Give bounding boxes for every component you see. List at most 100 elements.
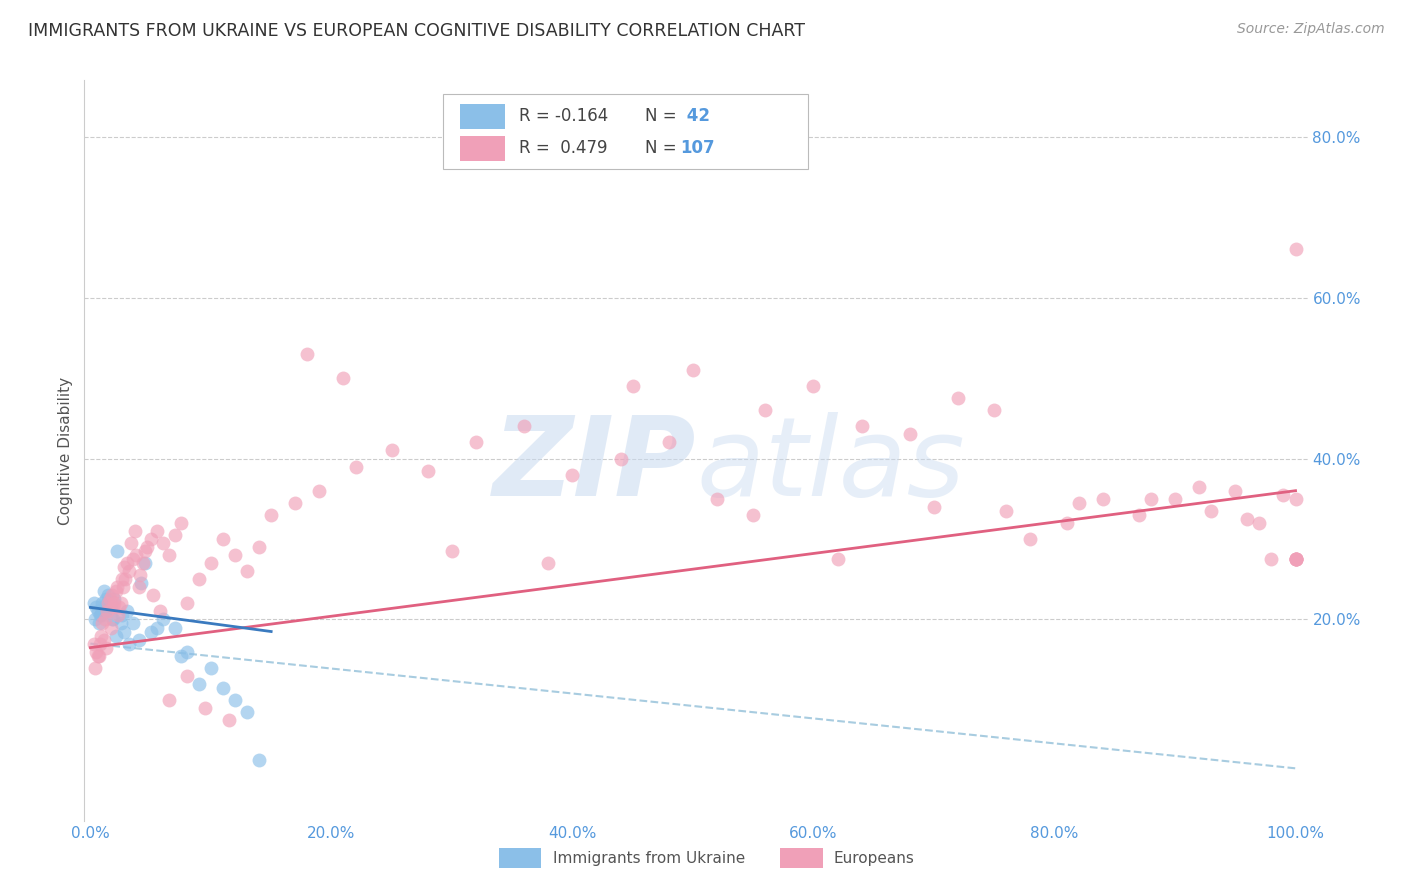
Point <box>1284 491 1306 506</box>
Point <box>176 669 198 683</box>
Point <box>87 616 110 631</box>
Point <box>115 556 138 570</box>
Point <box>754 403 776 417</box>
Point <box>1272 488 1295 502</box>
Point <box>170 648 193 663</box>
Point <box>86 600 108 615</box>
Point <box>104 584 127 599</box>
Point <box>537 556 560 570</box>
Point <box>93 632 115 647</box>
Point <box>89 637 111 651</box>
Point <box>105 580 128 594</box>
Point <box>134 544 156 558</box>
Text: N =: N = <box>645 139 676 157</box>
Point <box>111 608 134 623</box>
Point <box>212 681 235 695</box>
Point <box>157 548 180 562</box>
Point <box>124 524 146 538</box>
Point <box>1284 552 1306 566</box>
Point <box>297 347 319 361</box>
Point <box>1140 491 1163 506</box>
Point <box>1091 491 1114 506</box>
Point <box>682 363 704 377</box>
Point <box>742 508 765 522</box>
Point <box>803 379 825 393</box>
Point <box>103 600 125 615</box>
Point <box>98 592 121 607</box>
Point <box>96 596 118 610</box>
Point <box>1284 552 1306 566</box>
Point <box>128 632 150 647</box>
Point <box>129 576 152 591</box>
Point <box>1164 491 1187 506</box>
Point <box>1284 552 1306 566</box>
Point <box>93 584 115 599</box>
Point <box>851 419 873 434</box>
Point <box>94 612 117 626</box>
Point <box>1260 552 1282 566</box>
Point <box>94 604 117 618</box>
Point <box>946 391 969 405</box>
Point <box>1056 516 1078 530</box>
Point <box>98 600 121 615</box>
Point <box>128 580 150 594</box>
Point <box>86 648 108 663</box>
Point <box>1188 480 1211 494</box>
Point <box>621 379 644 393</box>
Point <box>236 705 259 719</box>
Point <box>91 604 114 618</box>
Text: Source: ZipAtlas.com: Source: ZipAtlas.com <box>1237 22 1385 37</box>
Point <box>247 540 270 554</box>
Point <box>236 564 259 578</box>
Point <box>97 588 120 602</box>
Point <box>995 504 1018 518</box>
Point <box>260 508 283 522</box>
Point <box>1284 242 1306 256</box>
Y-axis label: Cognitive Disability: Cognitive Disability <box>58 376 73 524</box>
Point <box>200 556 222 570</box>
Point <box>101 612 124 626</box>
Point <box>134 556 156 570</box>
Point <box>247 753 270 767</box>
Point <box>110 616 132 631</box>
Point <box>112 624 135 639</box>
Point <box>658 435 681 450</box>
Point <box>344 459 367 474</box>
Point <box>91 616 114 631</box>
Point <box>332 371 354 385</box>
Text: atlas: atlas <box>696 412 965 519</box>
Point <box>152 536 174 550</box>
Point <box>898 427 921 442</box>
Point <box>1249 516 1271 530</box>
Point <box>118 637 141 651</box>
Point <box>103 612 125 626</box>
Point <box>145 620 167 634</box>
Point <box>149 604 172 618</box>
Point <box>827 552 849 566</box>
Point <box>284 496 307 510</box>
Point <box>112 560 135 574</box>
Point <box>224 548 246 562</box>
Point <box>107 608 129 623</box>
Point <box>157 693 180 707</box>
Point <box>105 544 128 558</box>
Point <box>142 588 165 602</box>
Point <box>111 580 134 594</box>
Point <box>163 528 186 542</box>
Point <box>609 451 631 466</box>
Point <box>381 443 404 458</box>
Point <box>121 616 143 631</box>
Point <box>139 624 162 639</box>
Point <box>97 596 120 610</box>
Point <box>91 596 114 610</box>
Point <box>125 548 148 562</box>
Point <box>132 556 155 570</box>
Point <box>86 604 108 618</box>
Point <box>87 648 110 663</box>
Point <box>103 592 125 607</box>
Point <box>83 637 105 651</box>
Point <box>1284 552 1306 566</box>
Point <box>118 564 141 578</box>
Point <box>89 608 111 623</box>
Point <box>187 572 209 586</box>
